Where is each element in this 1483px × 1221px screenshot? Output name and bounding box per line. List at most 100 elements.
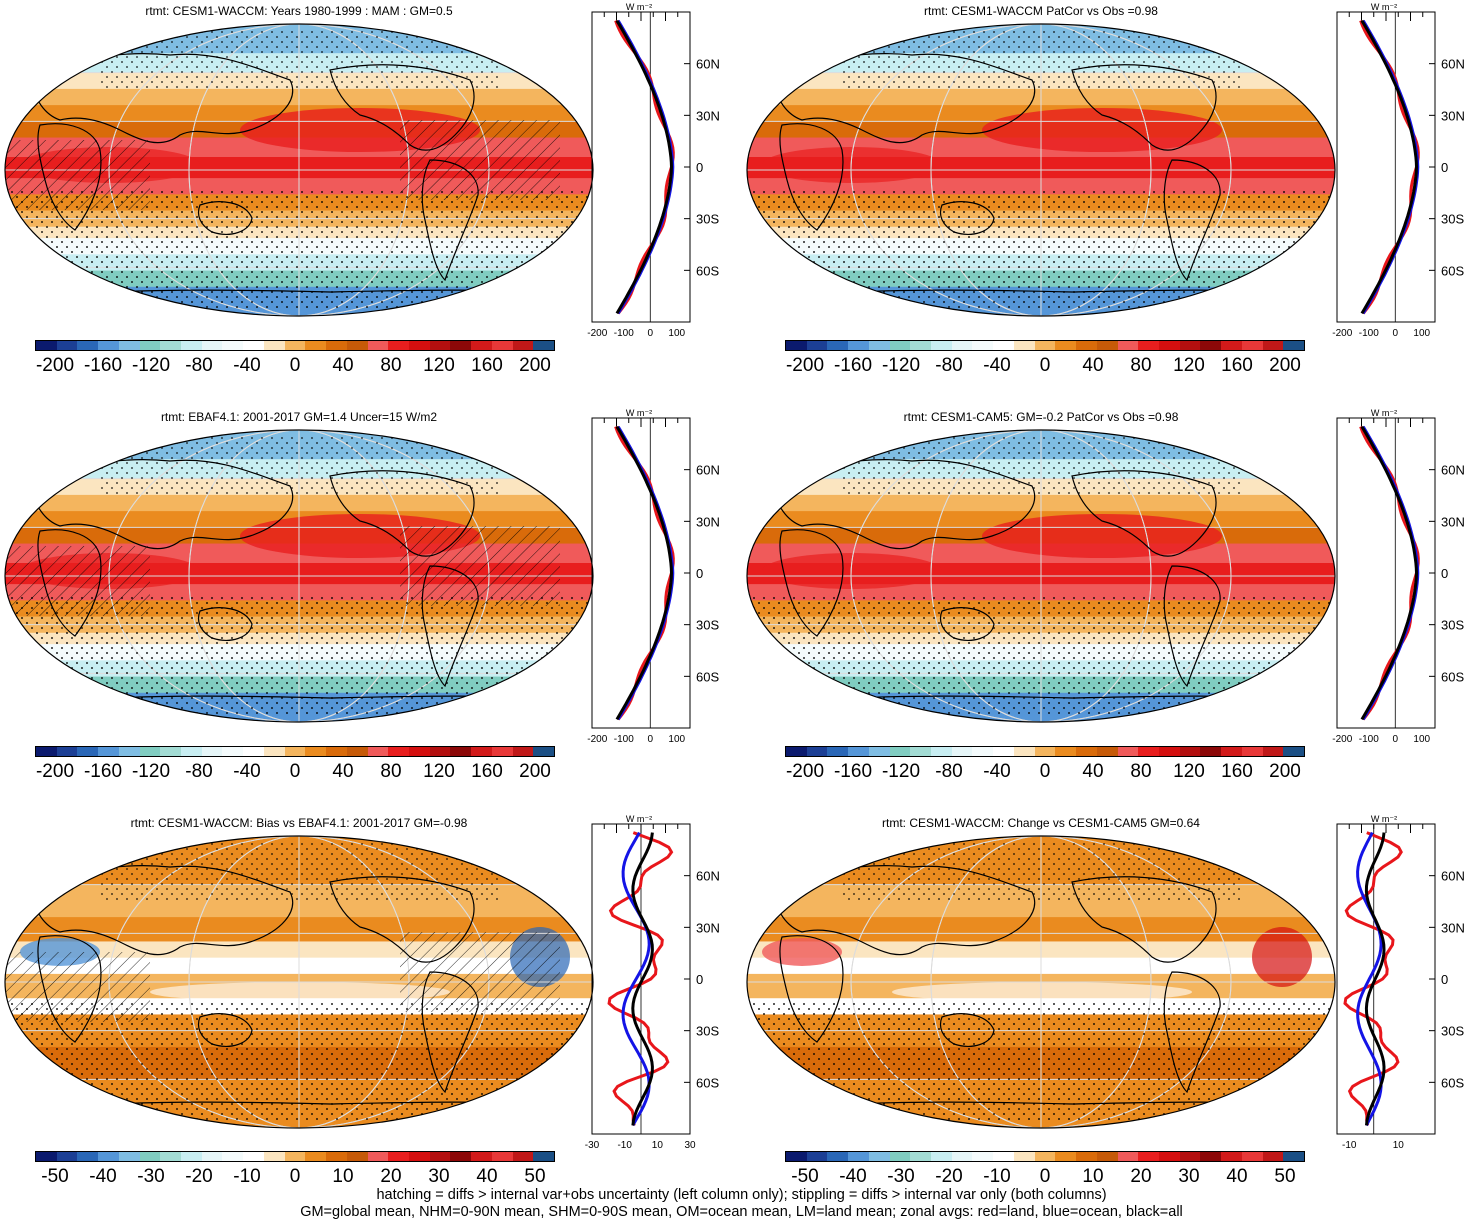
map-gridline <box>850 24 1232 316</box>
map-blob <box>762 553 942 589</box>
colorbar-tick-label: -80 <box>935 355 963 376</box>
zonal-x-label: -200 <box>587 328 607 339</box>
colorbar-tick-label: -10 <box>983 1166 1011 1187</box>
zonal-lat-label: 30S <box>1441 212 1464 227</box>
zonal-lat-label: 60N <box>696 57 720 72</box>
zonal-lat-label: 60N <box>1441 463 1465 478</box>
stippling <box>747 1002 1335 1122</box>
colorbar-swatch <box>910 747 932 756</box>
colorbar-swatch <box>1076 341 1097 350</box>
colorbar-1 <box>35 340 555 351</box>
colorbar-swatch <box>951 747 973 756</box>
colorbar-swatch <box>471 1152 492 1161</box>
map-panel-2 <box>746 23 1336 317</box>
colorbar-tick-label: -20 <box>935 1166 963 1187</box>
colorbar-tick-label: 30 <box>1178 1166 1200 1187</box>
colorbar-tick-label: 20 <box>1130 1166 1152 1187</box>
colorbar-swatch <box>1117 341 1139 350</box>
map-panel-4 <box>746 429 1336 723</box>
colorbar-swatch <box>491 341 513 350</box>
colorbar-swatch <box>786 1152 807 1161</box>
colorbar-swatch <box>388 747 409 756</box>
colorbar-tick-label: 0 <box>1039 355 1051 376</box>
colorbar-swatch <box>806 1152 828 1161</box>
hatching <box>400 932 560 1012</box>
map-blob <box>150 982 450 1002</box>
colorbar-swatch <box>56 1152 78 1161</box>
zonal-curve-all <box>631 832 654 1126</box>
colorbar-tick-label: 160 <box>471 761 503 782</box>
colorbar-swatch <box>848 341 869 350</box>
colorbar-swatch <box>139 1152 161 1161</box>
zonal-lat-label: 30N <box>696 108 720 123</box>
colorbar-swatch <box>827 1152 849 1161</box>
colorbar-swatch <box>139 341 161 350</box>
zonal-x-label: -10 <box>617 1140 632 1151</box>
colorbar-tick-label: 200 <box>519 355 551 376</box>
colorbar-swatch <box>931 747 952 756</box>
zonal-lat-label: 30S <box>1441 618 1464 633</box>
colorbar-swatch <box>305 341 327 350</box>
colorbar-swatch <box>931 1152 952 1161</box>
zonal-units: W m⁻² <box>626 408 652 418</box>
panel-1-title: rtmt: CESM1-WACCM: Years 1980-1999 : MAM… <box>145 4 453 18</box>
colorbar-swatch <box>1138 747 1159 756</box>
colorbar-tick-label: 120 <box>423 355 455 376</box>
colorbar-swatch <box>1200 341 1222 350</box>
colorbar-swatch <box>346 1152 368 1161</box>
colorbar-swatch <box>889 747 911 756</box>
colorbar-tick-label: 10 <box>332 1166 354 1187</box>
colorbar-swatch <box>1076 747 1097 756</box>
zonal-x-label: 10 <box>652 1140 664 1151</box>
colorbar-swatch <box>160 747 182 756</box>
footer-line-2: GM=global mean, NHM=0-90N mean, SHM=0-90… <box>300 1204 1183 1220</box>
colorbar-swatch <box>201 747 223 756</box>
zonal-lat-label: 0 <box>696 566 703 581</box>
zonal-x-label: 100 <box>668 734 685 745</box>
colorbar-swatch <box>429 1152 451 1161</box>
stippling <box>842 436 1242 496</box>
zonal-x-label: 10 <box>1393 1140 1405 1151</box>
colorbar-swatch <box>972 341 994 350</box>
colorbar-3 <box>35 746 555 757</box>
colorbar-swatch <box>263 1152 285 1161</box>
hatching <box>5 952 150 1022</box>
map-blob <box>982 514 1222 558</box>
colorbar-swatch <box>222 1152 244 1161</box>
colorbar-tick-label: -160 <box>833 761 873 782</box>
colorbar-swatch <box>408 341 430 350</box>
colorbar-tick-label: -200 <box>35 761 75 782</box>
zonal-units: W m⁻² <box>626 2 652 12</box>
zonal-curve-land <box>607 831 674 1126</box>
hatching <box>5 140 150 210</box>
colorbar-swatch <box>993 341 1014 350</box>
zonal-curve-land <box>1359 426 1420 721</box>
colorbar-tick-label: -160 <box>833 355 873 376</box>
colorbar-swatch <box>972 747 994 756</box>
colorbar-tick-label: -40 <box>233 761 261 782</box>
colorbar-swatch <box>181 747 202 756</box>
colorbar-swatch <box>1262 747 1284 756</box>
colorbar-swatch <box>1241 747 1263 756</box>
stippling <box>747 190 1335 310</box>
colorbar-swatch <box>533 1152 554 1161</box>
colorbar-swatch <box>346 341 368 350</box>
map-gridline <box>930 836 1152 1128</box>
colorbar-swatch <box>1034 747 1056 756</box>
colorbar-swatch <box>1221 747 1242 756</box>
colorbar-swatch <box>533 747 554 756</box>
colorbar-tick-label: -40 <box>233 355 261 376</box>
zonal-lat-label: 30S <box>696 1024 719 1039</box>
hatching <box>400 526 560 606</box>
map-gridline <box>850 836 1232 1128</box>
colorbar-swatch <box>36 747 57 756</box>
zonal-lat-label: 60S <box>1441 263 1464 278</box>
zonal-lat-label: 30S <box>696 212 719 227</box>
zonal-curve-ocean <box>616 425 675 721</box>
colorbar-swatch <box>1283 747 1304 756</box>
colorbar-tick-label: -10 <box>233 1166 261 1187</box>
colorbar-tick-label: 30 <box>428 1166 450 1187</box>
zonal-x-label: -100 <box>1359 734 1379 745</box>
zonal-x-label: -200 <box>1332 328 1352 339</box>
colorbar-tick-label: 40 <box>476 1166 498 1187</box>
